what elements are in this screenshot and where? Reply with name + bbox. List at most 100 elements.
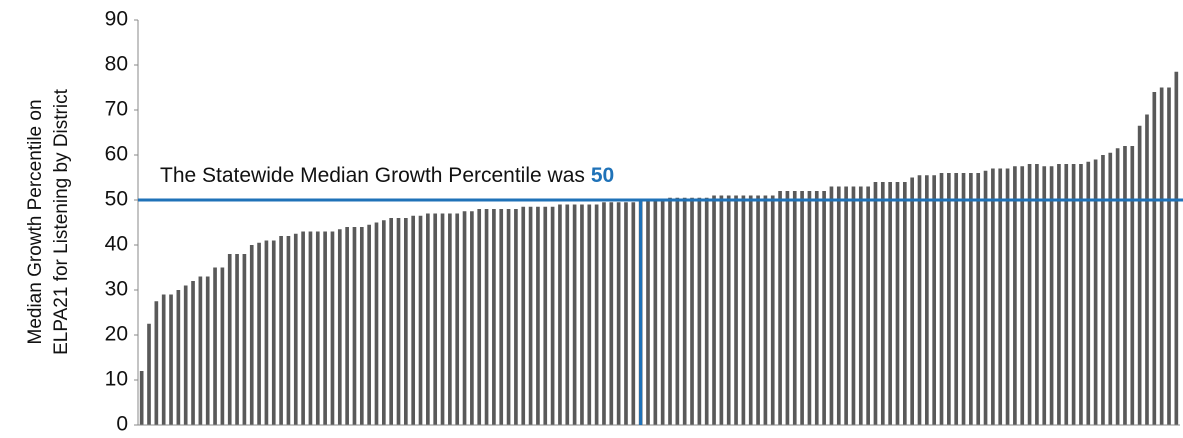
bar [954, 173, 959, 425]
bar [1159, 87, 1164, 425]
bar [690, 197, 694, 425]
y-tick-label: 70 [105, 98, 128, 121]
bar [506, 209, 511, 425]
bar [1064, 164, 1069, 425]
bar [514, 209, 518, 425]
bar [147, 323, 151, 425]
bar [257, 242, 261, 425]
y-tick-label: 30 [105, 278, 128, 301]
bar [726, 195, 731, 425]
bar [1005, 168, 1010, 425]
bar [932, 175, 937, 425]
bar [1020, 166, 1025, 425]
y-tick-label: 40 [105, 233, 128, 256]
bar [682, 197, 687, 425]
bar [969, 173, 973, 425]
bar [213, 267, 217, 425]
bar [866, 186, 870, 425]
bar [910, 177, 914, 425]
bar [778, 191, 782, 425]
bar [631, 202, 636, 425]
bar [792, 191, 797, 425]
bar [748, 195, 753, 425]
y-tick-label: 80 [105, 53, 128, 76]
bar [1167, 87, 1171, 425]
y-tick-label: 20 [105, 323, 128, 346]
bar [844, 186, 848, 425]
bar [470, 211, 474, 425]
annotation: The Statewide Median Growth Percentile w… [160, 164, 614, 187]
bar [829, 186, 834, 425]
bar [1057, 164, 1061, 425]
bar [404, 218, 408, 425]
annotation-text: The Statewide Median Growth Percentile w… [160, 164, 585, 187]
annotation-value: 50 [591, 164, 614, 187]
y-axis-label: Median Growth Percentile on [25, 99, 46, 344]
bar [477, 209, 482, 425]
bar [455, 213, 460, 425]
bar [308, 231, 313, 425]
bar [396, 218, 401, 425]
bar [1137, 125, 1142, 425]
bar [807, 191, 812, 425]
bar [1145, 114, 1149, 425]
bar [998, 168, 1003, 425]
bar [1049, 166, 1054, 425]
bar [345, 227, 349, 425]
bar [220, 267, 225, 425]
bar [646, 200, 650, 425]
bar [492, 209, 496, 425]
bar [668, 197, 672, 425]
bar [286, 236, 291, 425]
bar [880, 182, 885, 425]
bar [785, 191, 790, 425]
bar [712, 195, 716, 425]
bar [895, 182, 900, 425]
bar [1174, 71, 1179, 425]
bar [367, 224, 371, 425]
bar [359, 227, 364, 425]
bar [169, 294, 173, 425]
bar [888, 182, 892, 425]
bar [183, 285, 188, 425]
bar [917, 175, 922, 425]
bar [139, 371, 144, 425]
bar [1071, 164, 1076, 425]
bar [770, 195, 775, 425]
bar [176, 290, 181, 425]
bar [1123, 146, 1127, 425]
bar [858, 186, 863, 425]
bar [572, 204, 577, 425]
bar [227, 254, 232, 425]
bar [499, 209, 504, 425]
bar [741, 195, 746, 425]
y-tick-label: 50 [105, 188, 128, 211]
bar [249, 245, 254, 425]
bar [1042, 166, 1047, 425]
bar [580, 204, 584, 425]
bar [719, 195, 724, 425]
bar [271, 240, 276, 425]
bar [242, 254, 247, 425]
bar [381, 220, 386, 425]
bar [653, 200, 658, 425]
bar [660, 200, 665, 425]
bar [264, 240, 269, 425]
bar [293, 233, 298, 425]
bar [873, 182, 878, 425]
bar [198, 276, 203, 425]
bar [418, 215, 423, 425]
bar [734, 195, 738, 425]
bar [697, 197, 702, 425]
bar [814, 191, 819, 425]
bar [836, 186, 841, 425]
bar [565, 204, 570, 425]
bar [205, 276, 210, 425]
y-tick-label: 90 [105, 8, 128, 31]
bar [800, 191, 804, 425]
bar [624, 202, 628, 425]
bar [763, 195, 768, 425]
bar [337, 229, 342, 425]
bar [536, 206, 540, 425]
